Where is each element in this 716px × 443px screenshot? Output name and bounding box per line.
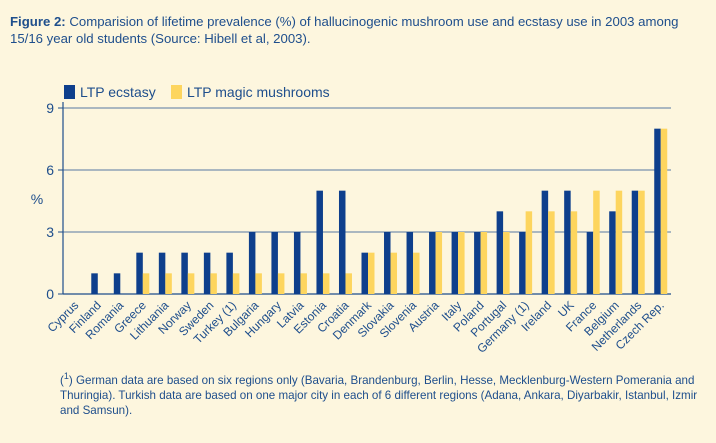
bar-ecstasy xyxy=(384,232,391,294)
bar-ecstasy xyxy=(429,232,436,294)
y-tick-label: 3 xyxy=(46,224,54,240)
bar-ecstasy xyxy=(181,252,188,294)
bar-ecstasy xyxy=(248,232,256,294)
bar-mushrooms xyxy=(480,232,488,294)
bar-mushrooms xyxy=(187,273,195,294)
bar-mushrooms xyxy=(255,273,262,294)
bar-ecstasy xyxy=(654,128,661,294)
legend-swatch-mushrooms xyxy=(171,85,182,99)
bar-ecstasy xyxy=(338,190,346,294)
bar-ecstasy xyxy=(609,211,616,294)
y-axis-label: % xyxy=(31,191,43,207)
legend-swatch-ecstasy xyxy=(64,85,75,99)
bar-ecstasy xyxy=(541,190,549,294)
bar-ecstasy xyxy=(203,252,211,294)
footnote: (1) German data are based on six regions… xyxy=(60,371,698,417)
bar-mushrooms xyxy=(300,273,307,294)
footnote-marker: 1 xyxy=(63,371,69,382)
bar-ecstasy xyxy=(361,252,368,294)
figure-label: Figure 2: xyxy=(10,14,66,29)
bar-ecstasy xyxy=(316,190,323,294)
bar-mushrooms xyxy=(413,252,420,294)
y-tick-label: 9 xyxy=(46,100,54,116)
bar-mushrooms xyxy=(548,211,555,294)
bar-ecstasy xyxy=(136,252,143,294)
bar-mushrooms xyxy=(142,273,150,294)
bar-mushrooms xyxy=(660,128,668,294)
bar-ecstasy xyxy=(496,211,504,294)
legend-label-mushrooms: LTP magic mushrooms xyxy=(187,84,330,100)
bar-ecstasy xyxy=(271,232,278,294)
bar-ecstasy xyxy=(293,232,301,294)
bar-mushrooms xyxy=(570,211,578,294)
y-tick-label: 0 xyxy=(46,286,54,302)
y-tick-label: 6 xyxy=(46,162,54,178)
bar-ecstasy xyxy=(474,232,481,294)
bar-mushrooms xyxy=(390,252,398,294)
bar-ecstasy xyxy=(226,252,233,294)
figure-caption-text: Comparision of lifetime prevalence (%) o… xyxy=(10,14,679,46)
bar-mushrooms xyxy=(345,273,352,294)
legend-label-ecstasy: LTP ecstasy xyxy=(80,84,156,100)
bar-mushrooms xyxy=(503,232,510,294)
bar-mushrooms xyxy=(210,273,217,294)
bar-ecstasy xyxy=(564,190,571,294)
bar-ecstasy xyxy=(91,273,98,294)
figure-caption: Figure 2: Comparision of lifetime preval… xyxy=(10,13,705,47)
bar-ecstasy xyxy=(519,232,526,294)
bar-mushrooms xyxy=(368,252,375,294)
bar-mushrooms xyxy=(322,273,330,294)
bar-ecstasy xyxy=(113,273,121,294)
bar-ecstasy xyxy=(586,232,594,294)
bar-mushrooms xyxy=(525,211,533,294)
bar-mushrooms xyxy=(165,273,172,294)
bar-ecstasy xyxy=(631,190,639,294)
bar-mushrooms xyxy=(615,190,623,294)
bar-mushrooms xyxy=(593,190,600,294)
bar-mushrooms xyxy=(638,190,645,294)
bar-ecstasy xyxy=(158,252,166,294)
bar-ecstasy xyxy=(406,232,414,294)
bar-mushrooms xyxy=(277,273,285,294)
footnote-text: ) German data are based on six regions o… xyxy=(60,374,698,417)
bar-mushrooms xyxy=(458,232,465,294)
bar-mushrooms xyxy=(435,232,443,294)
bar-mushrooms xyxy=(232,273,240,294)
bar-ecstasy xyxy=(451,232,459,294)
